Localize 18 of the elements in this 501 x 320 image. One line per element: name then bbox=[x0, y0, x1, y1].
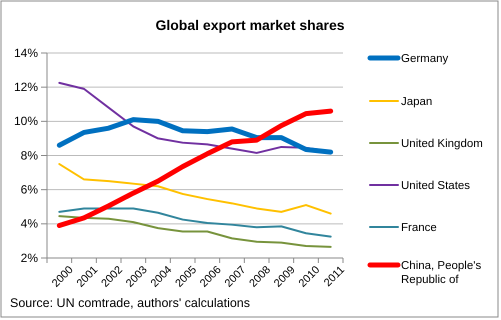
line-series bbox=[58, 207, 332, 238]
legend-label: United States bbox=[401, 180, 470, 192]
y-tick-label: 10% bbox=[14, 114, 38, 128]
line-series bbox=[58, 163, 332, 215]
source-note: Source: UN comtrade, authors' calculations bbox=[10, 296, 250, 310]
y-tick-label: 6% bbox=[20, 182, 38, 197]
line-series bbox=[58, 215, 332, 248]
y-tick-label: 14% bbox=[14, 46, 38, 60]
y-tick-label: 8% bbox=[20, 148, 38, 162]
legend-label: France bbox=[401, 222, 437, 234]
legend-label: Germany bbox=[401, 53, 449, 66]
y-tick-label: 4% bbox=[20, 216, 38, 231]
y-tick-label: 2% bbox=[20, 250, 38, 265]
legend-label: China, People's Republic of bbox=[401, 260, 482, 286]
legend-label: Japan bbox=[401, 96, 432, 108]
legend-label: United Kingdom bbox=[401, 138, 483, 150]
chart-title: Global export market shares bbox=[155, 17, 345, 33]
y-tick-label: 12% bbox=[14, 80, 38, 94]
